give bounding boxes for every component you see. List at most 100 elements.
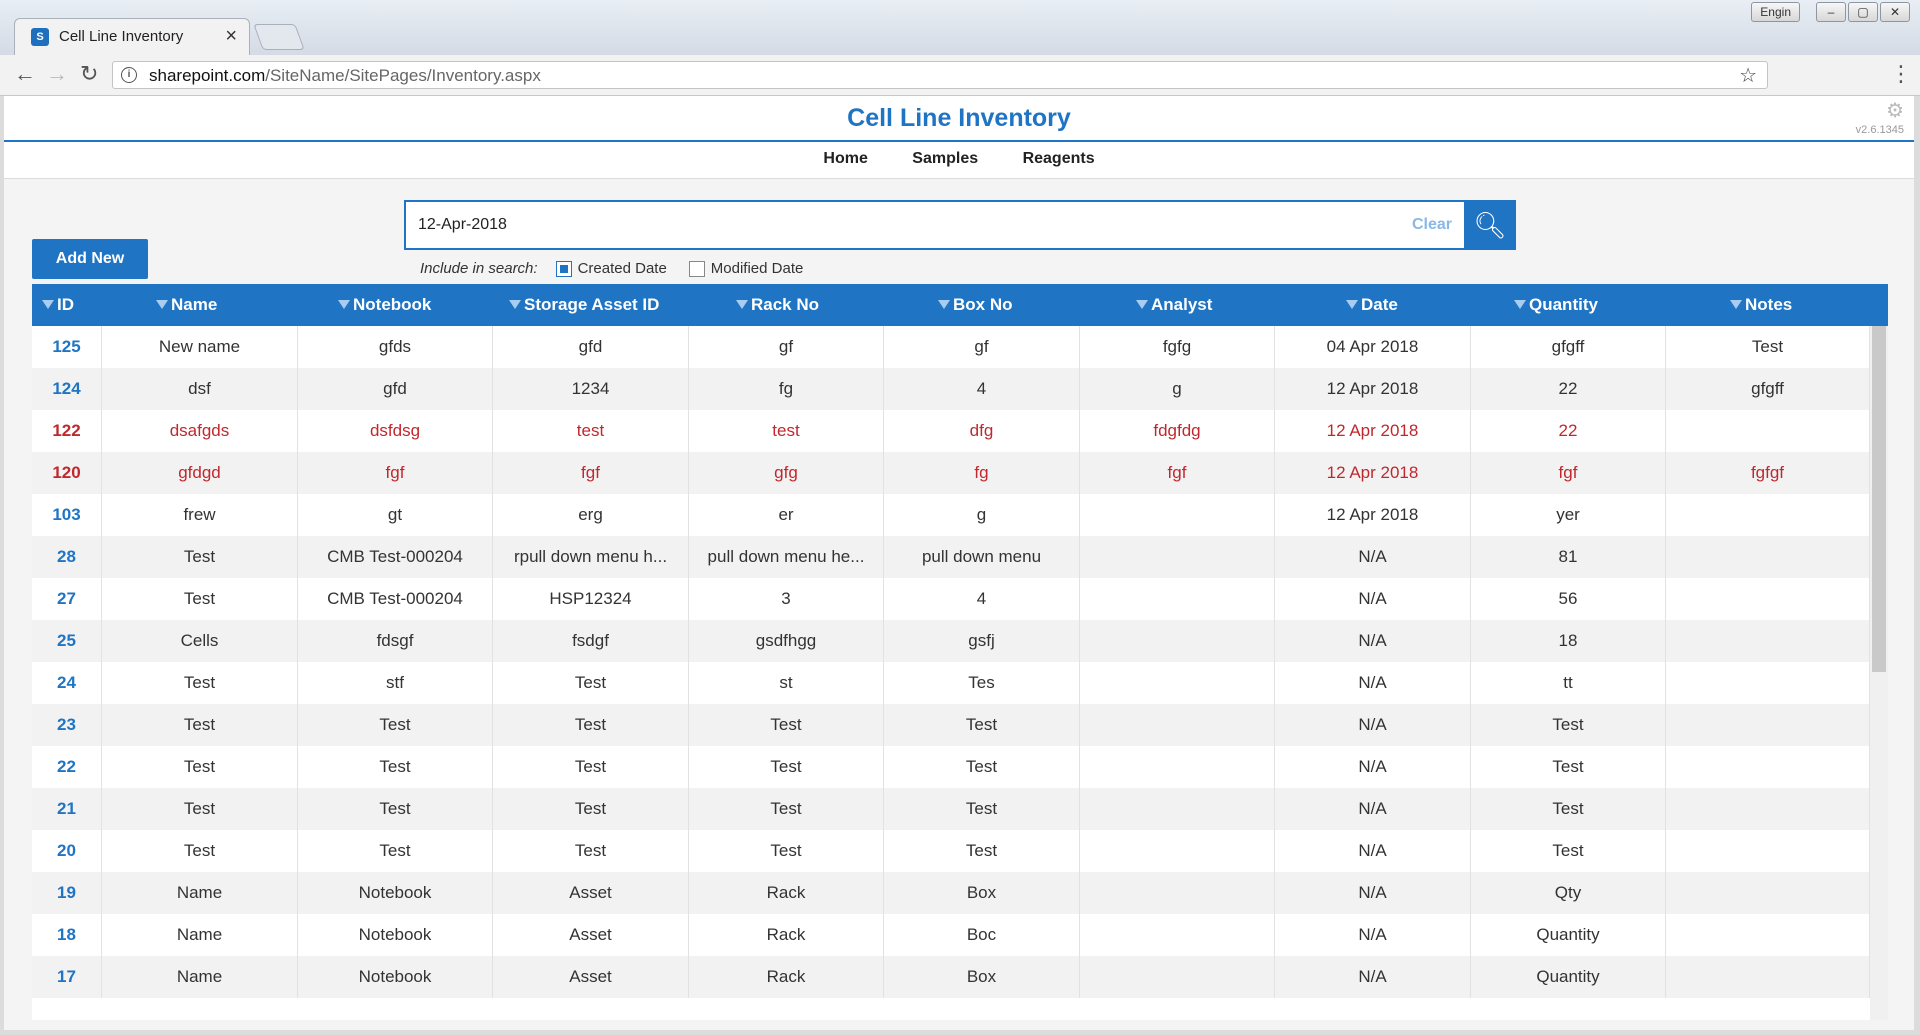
modified-date-checkbox[interactable]: [688, 260, 705, 277]
table-scrollbar[interactable]: [1870, 326, 1888, 1020]
filter-icon[interactable]: [1514, 300, 1526, 309]
reload-icon[interactable]: ↻: [80, 61, 99, 86]
created-date-checkbox[interactable]: [555, 260, 572, 277]
cell-id[interactable]: 19: [32, 872, 102, 914]
search-input[interactable]: 12-Apr-2018 Clear: [404, 200, 1464, 250]
column-header-date[interactable]: Date: [1346, 295, 1398, 315]
new-tab-button[interactable]: [253, 24, 305, 50]
cell-notes: [1666, 830, 1870, 872]
column-header-analyst[interactable]: Analyst: [1136, 295, 1212, 315]
cell-id[interactable]: 24: [32, 662, 102, 704]
column-header-notes[interactable]: Notes: [1730, 295, 1792, 315]
column-label: Quantity: [1529, 295, 1598, 314]
column-header-id[interactable]: ID: [42, 295, 74, 315]
table-row[interactable]: 24 Test stf Test st Tes N/A tt: [32, 662, 1870, 704]
cell-id[interactable]: 18: [32, 914, 102, 956]
table-row[interactable]: 19 Name Notebook Asset Rack Box N/A Qty: [32, 872, 1870, 914]
table-row[interactable]: 23 Test Test Test Test Test N/A Test: [32, 704, 1870, 746]
column-header-storage-asset-id[interactable]: Storage Asset ID: [509, 295, 659, 315]
search-button[interactable]: 🔍︎: [1464, 200, 1516, 250]
created-date-label[interactable]: Created Date: [577, 260, 667, 277]
add-new-button[interactable]: Add New: [32, 239, 148, 279]
back-arrow-icon[interactable]: ←: [14, 61, 36, 86]
cell-id[interactable]: 22: [32, 746, 102, 788]
minimize-button[interactable]: –: [1816, 2, 1846, 22]
table-row[interactable]: 122 dsafgds dsfdsg test test dfg fdgfdg 12 Apr …: [32, 410, 1870, 452]
table-row[interactable]: 20 Test Test Test Test Test N/A Test: [32, 830, 1870, 872]
table-row[interactable]: 17 Name Notebook Asset Rack Box N/A Quantity: [32, 956, 1870, 998]
filter-icon[interactable]: [338, 300, 350, 309]
column-header-quantity[interactable]: Quantity: [1514, 295, 1598, 315]
browser-menu-icon[interactable]: ⋮: [1890, 61, 1912, 86]
cell-id[interactable]: 25: [32, 620, 102, 662]
language-button[interactable]: Engin: [1751, 2, 1800, 22]
filter-icon[interactable]: [156, 300, 168, 309]
filter-icon[interactable]: [509, 300, 521, 309]
close-window-button[interactable]: ✕: [1880, 2, 1910, 22]
gear-icon[interactable]: ⚙: [1886, 100, 1904, 122]
close-tab-icon[interactable]: ×: [225, 25, 237, 47]
cell-id[interactable]: 103: [32, 494, 102, 536]
clear-search-button[interactable]: Clear: [1411, 216, 1452, 233]
filter-icon[interactable]: [1346, 300, 1358, 309]
filter-icon[interactable]: [1730, 300, 1742, 309]
cell-notebook: fdsgf: [298, 620, 493, 662]
cell-id[interactable]: 120: [32, 452, 102, 494]
cell-id[interactable]: 27: [32, 578, 102, 620]
scrollbar-thumb[interactable]: [1872, 326, 1886, 672]
cell-notes: Test: [1666, 326, 1870, 368]
url-text: sharepoint.com/SiteName/SitePages/Invent…: [149, 66, 541, 85]
cell-quantity: yer: [1471, 494, 1666, 536]
cell-analyst: [1080, 536, 1275, 578]
version-label: v2.6.1345: [1855, 124, 1904, 136]
cell-id[interactable]: 23: [32, 704, 102, 746]
filter-icon[interactable]: [938, 300, 950, 309]
column-header-box-no[interactable]: Box No: [938, 295, 1013, 315]
column-header-notebook[interactable]: Notebook: [338, 295, 431, 315]
cell-notebook: Notebook: [298, 956, 493, 998]
cell-id[interactable]: 21: [32, 788, 102, 830]
column-header-name[interactable]: Name: [156, 295, 217, 315]
nav-home[interactable]: Home: [823, 150, 868, 167]
browser-tab[interactable]: S Cell Line Inventory ×: [14, 18, 250, 55]
nav-samples[interactable]: Samples: [912, 150, 979, 167]
cell-id[interactable]: 20: [32, 830, 102, 872]
table-row[interactable]: 125 New name gfds gfd gf gf fgfg 04 Apr 2018 gfg…: [32, 326, 1870, 368]
forward-arrow-icon[interactable]: →: [46, 61, 68, 86]
filter-icon[interactable]: [1136, 300, 1148, 309]
cell-analyst: [1080, 788, 1275, 830]
table-header: ID Name Notebook Storage Asset ID Rack No Box…: [32, 284, 1888, 326]
cell-id[interactable]: 124: [32, 368, 102, 410]
cell-id[interactable]: 122: [32, 410, 102, 452]
page-content: Cell Line Inventory ⚙ v2.6.1345 Home Sam…: [4, 96, 1914, 1030]
table-row[interactable]: 28 Test CMB Test-000204 rpull down menu h..…: [32, 536, 1870, 578]
address-bar[interactable]: i sharepoint.com/SiteName/SitePages/Inve…: [112, 61, 1768, 89]
filter-icon[interactable]: [736, 300, 748, 309]
nav-reagents[interactable]: Reagents: [1022, 150, 1095, 167]
cell-quantity: Test: [1471, 704, 1666, 746]
table-row[interactable]: 18 Name Notebook Asset Rack Boc N/A Quantity: [32, 914, 1870, 956]
modified-date-label[interactable]: Modified Date: [710, 260, 804, 277]
table-row[interactable]: 22 Test Test Test Test Test N/A Test: [32, 746, 1870, 788]
cell-rack-no: Test: [689, 746, 884, 788]
table-row[interactable]: 103 frew gt erg er g 12 Apr 2018 yer: [32, 494, 1870, 536]
cell-storage-asset-id: Test: [493, 662, 689, 704]
column-header-rack-no[interactable]: Rack No: [736, 295, 819, 315]
cell-date: N/A: [1275, 956, 1471, 998]
cell-id[interactable]: 125: [32, 326, 102, 368]
cell-id[interactable]: 17: [32, 956, 102, 998]
cell-id[interactable]: 28: [32, 536, 102, 578]
maximize-button[interactable]: ▢: [1848, 2, 1878, 22]
info-icon[interactable]: i: [121, 67, 137, 83]
cell-date: N/A: [1275, 578, 1471, 620]
cell-notebook: gfds: [298, 326, 493, 368]
bookmark-star-icon[interactable]: ☆: [1739, 65, 1757, 87]
table-row[interactable]: 27 Test CMB Test-000204 HSP12324 3 4 N/A 56: [32, 578, 1870, 620]
table-row[interactable]: 124 dsf gfd 1234 fg 4 g 12 Apr 2018 22 gfgff: [32, 368, 1870, 410]
table-row[interactable]: 21 Test Test Test Test Test N/A Test: [32, 788, 1870, 830]
filter-icon[interactable]: [42, 300, 54, 309]
cell-date: N/A: [1275, 704, 1471, 746]
table-row[interactable]: 25 Cells fdsgf fsdgf gsdfhgg gsfj N/A 18: [32, 620, 1870, 662]
cell-box-no: Tes: [884, 662, 1080, 704]
table-row[interactable]: 120 gfdgd fgf fgf gfg fg fgf 12 Apr 2018 fgf fgfg…: [32, 452, 1870, 494]
